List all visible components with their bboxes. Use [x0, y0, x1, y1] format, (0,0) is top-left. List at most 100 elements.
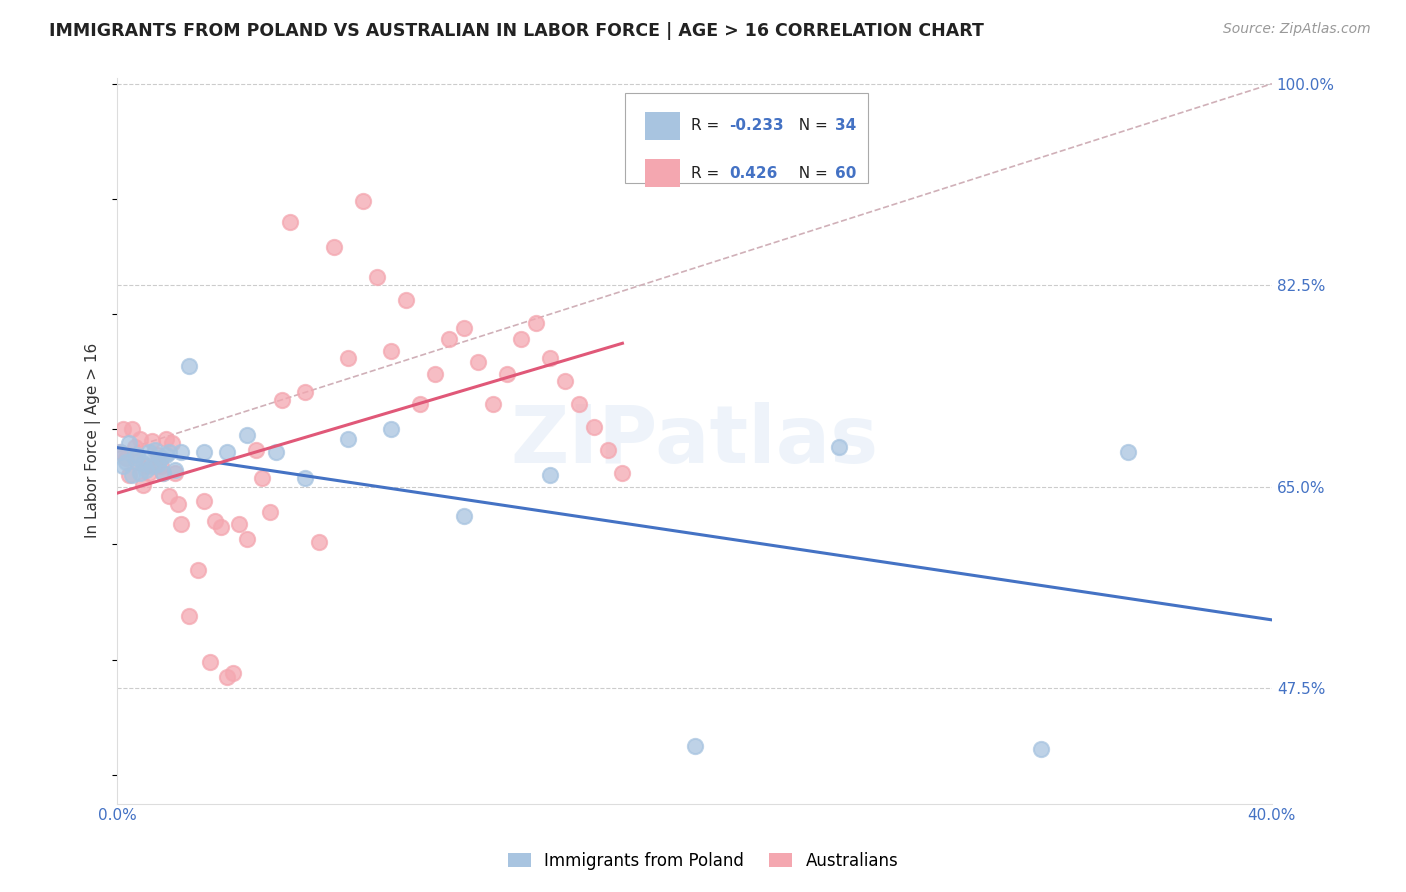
- Point: [453, 508, 475, 523]
- Point: [146, 448, 169, 462]
- Point: [179, 359, 201, 373]
- Point: [152, 466, 174, 480]
- Point: [683, 739, 706, 753]
- Point: [138, 466, 160, 480]
- Point: [135, 459, 157, 474]
- Point: [496, 367, 519, 381]
- FancyBboxPatch shape: [645, 112, 679, 140]
- Point: [280, 215, 302, 229]
- Point: [115, 451, 138, 466]
- Point: [337, 432, 360, 446]
- Text: -0.233: -0.233: [730, 119, 785, 134]
- Point: [294, 470, 316, 484]
- Point: [259, 505, 281, 519]
- Point: [124, 440, 146, 454]
- Point: [179, 608, 201, 623]
- Text: R =: R =: [692, 119, 724, 134]
- Text: Source: ZipAtlas.com: Source: ZipAtlas.com: [1223, 22, 1371, 37]
- Point: [163, 462, 186, 476]
- Point: [236, 532, 259, 546]
- Point: [1029, 742, 1052, 756]
- Point: [250, 470, 273, 484]
- Point: [612, 466, 634, 480]
- Text: R =: R =: [692, 166, 730, 180]
- Point: [157, 445, 180, 459]
- Point: [294, 385, 316, 400]
- Point: [121, 422, 143, 436]
- Point: [132, 477, 155, 491]
- FancyBboxPatch shape: [626, 93, 868, 183]
- Point: [423, 367, 446, 381]
- Point: [308, 535, 330, 549]
- Point: [108, 445, 131, 459]
- Point: [155, 448, 177, 462]
- Point: [352, 194, 374, 209]
- Point: [322, 240, 344, 254]
- Point: [170, 516, 193, 531]
- Point: [209, 520, 232, 534]
- Point: [141, 459, 163, 474]
- Point: [112, 422, 135, 436]
- Point: [146, 457, 169, 471]
- Point: [510, 333, 533, 347]
- Point: [127, 454, 149, 468]
- Point: [129, 432, 152, 446]
- Point: [554, 374, 576, 388]
- Point: [453, 321, 475, 335]
- Point: [108, 445, 131, 459]
- Point: [152, 466, 174, 480]
- Point: [337, 351, 360, 365]
- Point: [582, 420, 605, 434]
- Point: [222, 666, 245, 681]
- Text: IMMIGRANTS FROM POLAND VS AUSTRALIAN IN LABOR FORCE | AGE > 16 CORRELATION CHART: IMMIGRANTS FROM POLAND VS AUSTRALIAN IN …: [49, 22, 984, 40]
- Point: [538, 468, 561, 483]
- Point: [467, 355, 489, 369]
- Text: 60: 60: [835, 166, 856, 180]
- Point: [135, 462, 157, 476]
- Point: [245, 443, 267, 458]
- Point: [409, 397, 432, 411]
- Point: [143, 459, 166, 474]
- Point: [141, 434, 163, 448]
- Point: [143, 443, 166, 458]
- Point: [115, 454, 138, 468]
- Point: [596, 443, 619, 458]
- Point: [270, 393, 292, 408]
- Point: [127, 448, 149, 462]
- Point: [236, 428, 259, 442]
- Point: [366, 270, 388, 285]
- Point: [157, 489, 180, 503]
- Point: [163, 466, 186, 480]
- Text: N =: N =: [789, 166, 832, 180]
- Point: [167, 497, 190, 511]
- Point: [228, 516, 250, 531]
- Text: 0.426: 0.426: [730, 166, 778, 180]
- Point: [118, 436, 141, 450]
- Point: [193, 493, 215, 508]
- Point: [828, 440, 851, 454]
- Point: [121, 468, 143, 483]
- Point: [155, 432, 177, 446]
- Point: [524, 316, 547, 330]
- Text: 34: 34: [835, 119, 856, 134]
- Point: [138, 445, 160, 459]
- Legend: Immigrants from Poland, Australians: Immigrants from Poland, Australians: [501, 846, 905, 877]
- Y-axis label: In Labor Force | Age > 16: In Labor Force | Age > 16: [86, 343, 101, 539]
- Point: [568, 397, 591, 411]
- Point: [118, 468, 141, 483]
- Point: [129, 466, 152, 480]
- Point: [193, 445, 215, 459]
- Point: [132, 456, 155, 470]
- Point: [160, 436, 183, 450]
- Point: [380, 343, 402, 358]
- Point: [187, 563, 209, 577]
- Point: [124, 451, 146, 466]
- Point: [198, 655, 221, 669]
- Point: [149, 459, 172, 474]
- Point: [112, 459, 135, 474]
- Point: [439, 333, 461, 347]
- Point: [481, 397, 503, 411]
- Point: [395, 293, 418, 308]
- Point: [538, 351, 561, 365]
- Point: [204, 515, 226, 529]
